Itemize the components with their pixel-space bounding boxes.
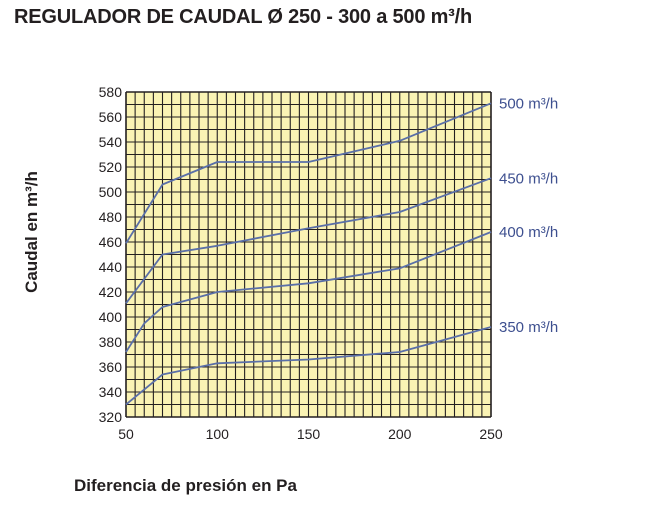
y-tick-label: 340 xyxy=(99,384,123,400)
series-line-1 xyxy=(125,102,492,244)
series-label-2: 450 m³/h xyxy=(499,170,558,187)
y-tick-label: 480 xyxy=(99,209,123,225)
y-tick-label: 360 xyxy=(99,359,123,375)
series-label-4: 350 m³/h xyxy=(499,319,558,336)
y-tick-label: 540 xyxy=(99,134,123,150)
y-tick-label: 520 xyxy=(99,159,123,175)
y-tick-label: 560 xyxy=(99,109,123,125)
y-tick-label: 580 xyxy=(99,84,123,100)
series-line-4 xyxy=(125,326,492,406)
series-line-3 xyxy=(125,231,492,353)
x-tick-label: 200 xyxy=(388,426,412,442)
x-axis-label: Diferencia de presión en Pa xyxy=(74,476,297,495)
grid-lines xyxy=(125,91,492,418)
chart-title: REGULADOR DE CAUDAL Ø 250 - 300 a 500 m³… xyxy=(14,6,473,28)
series-lines xyxy=(125,102,492,406)
x-tick-label: 100 xyxy=(206,426,230,442)
y-tick-label: 500 xyxy=(99,184,123,200)
x-tick-label: 250 xyxy=(479,426,503,442)
series-label-1: 500 m³/h xyxy=(499,95,558,112)
series-label-3: 400 m³/h xyxy=(499,224,558,241)
series-line-2 xyxy=(125,177,492,304)
x-tick-label: 150 xyxy=(297,426,321,442)
x-tick-label: 50 xyxy=(118,426,134,442)
axis-ticks: 320 340 360 380 400 420 440 460 480 500 520 540 560 5… xyxy=(99,84,503,442)
y-tick-label: 320 xyxy=(99,409,123,425)
series-labels: 500 m³/h 450 m³/h 400 m³/h 350 m³/h xyxy=(499,95,558,336)
y-tick-label: 380 xyxy=(99,334,123,350)
y-tick-label: 440 xyxy=(99,259,123,275)
y-tick-label: 400 xyxy=(99,309,123,325)
y-tick-label: 460 xyxy=(99,234,123,250)
y-tick-label: 420 xyxy=(99,284,123,300)
